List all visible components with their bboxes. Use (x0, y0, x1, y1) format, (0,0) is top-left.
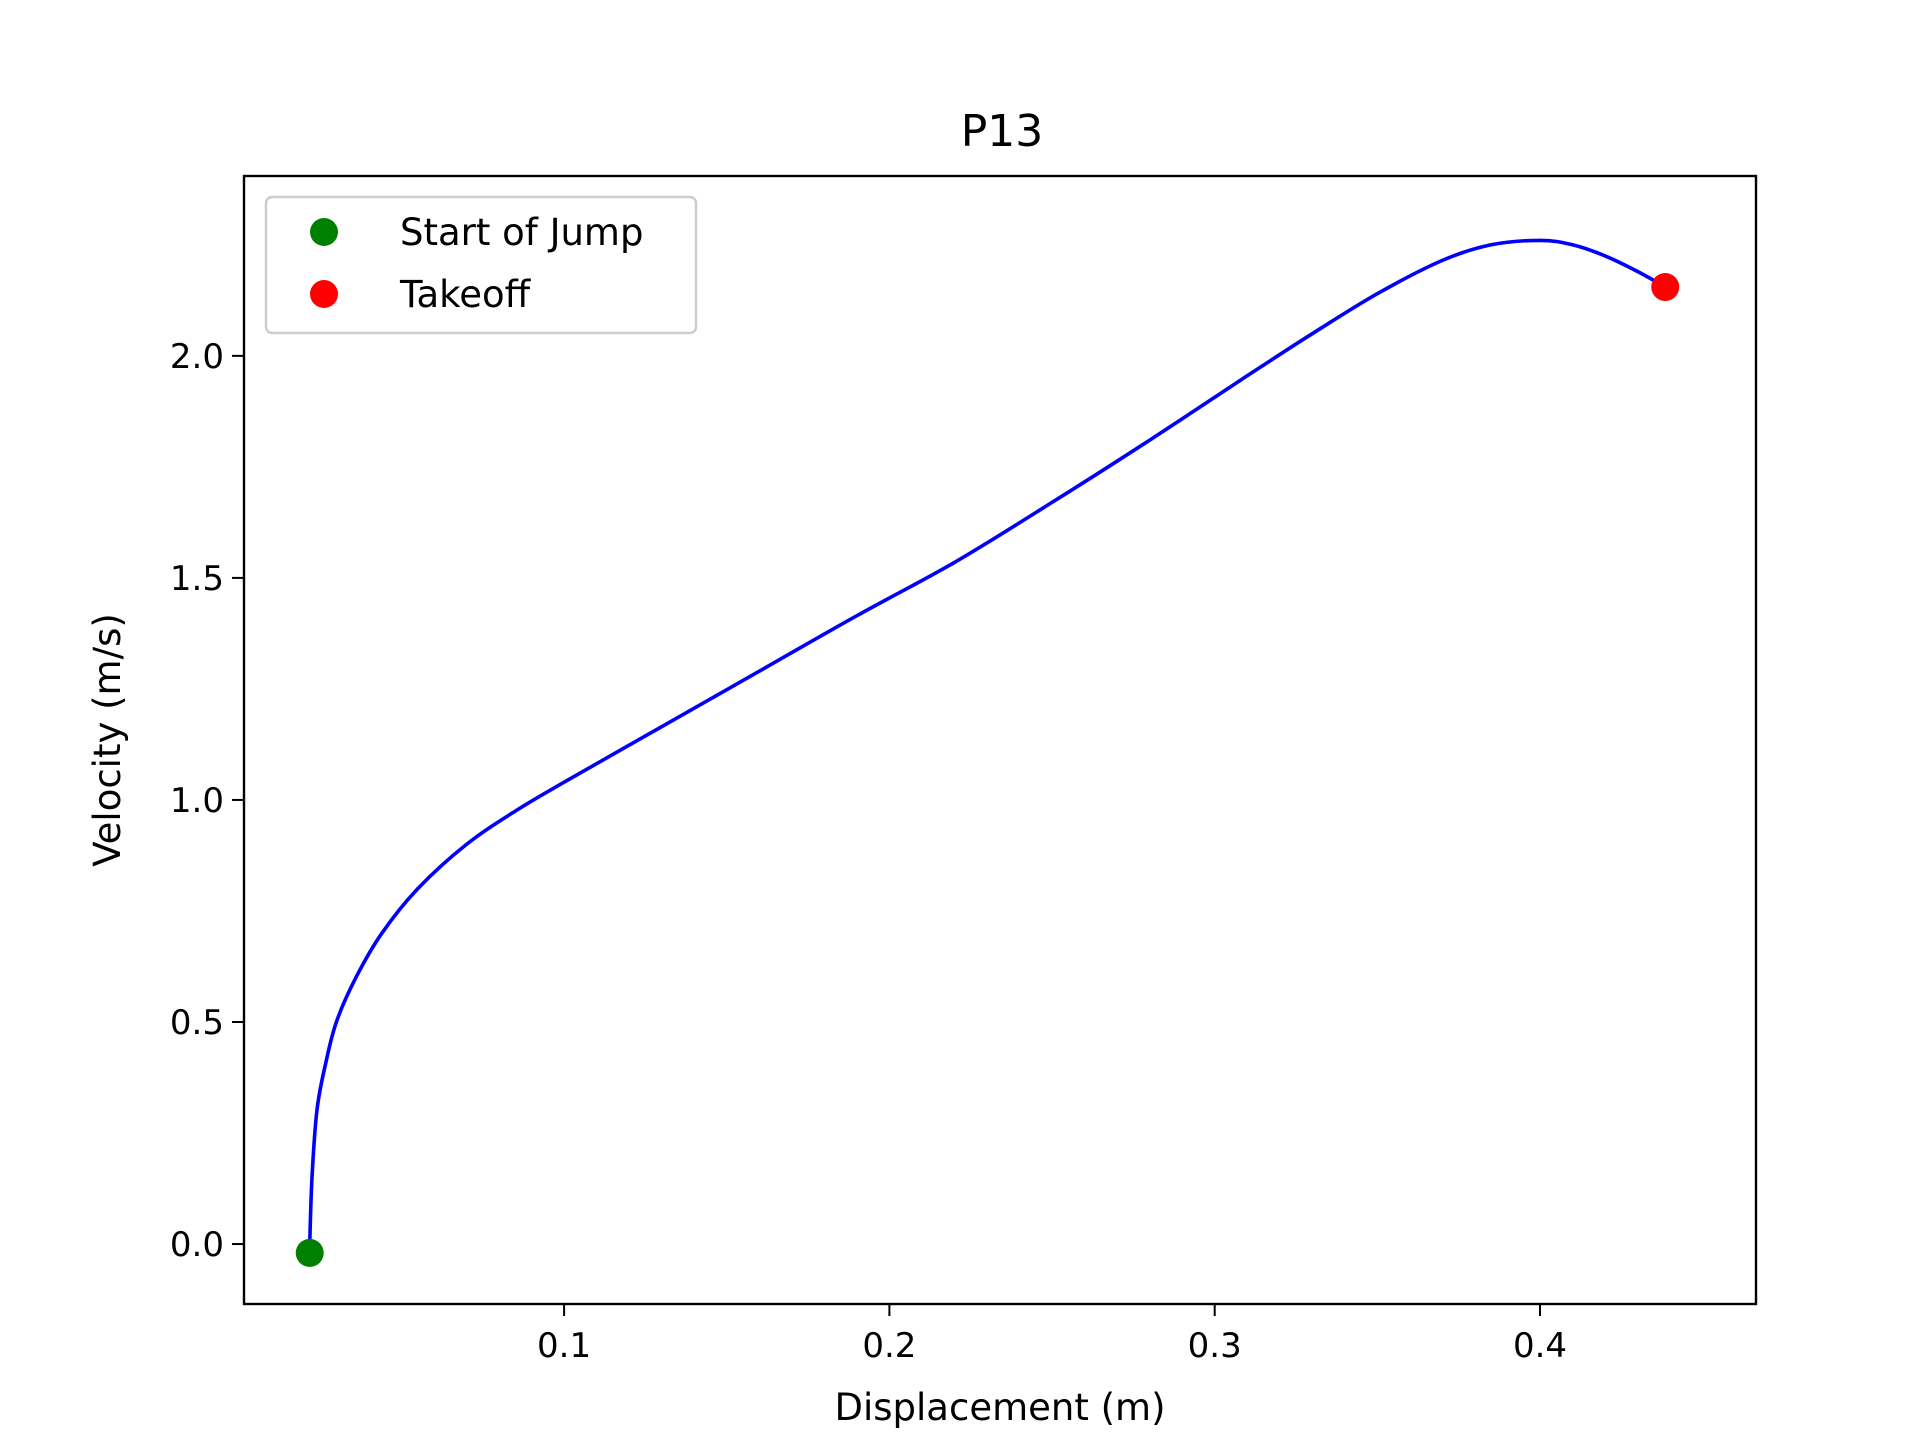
axes-frame (242, 174, 1758, 1306)
legend-takeoff-label: Takeoff (399, 273, 532, 316)
y-axis: 0.0 0.5 1.0 1.5 2.0 (170, 337, 244, 1265)
x-tick-label: 0.1 (537, 1326, 591, 1366)
y-tick-label: 1.5 (170, 559, 224, 599)
y-tick-label: 2.0 (170, 337, 224, 377)
velocity-curve (307, 238, 1667, 1246)
y-tick-label: 0.5 (170, 1003, 224, 1043)
x-tick-label: 0.4 (1513, 1326, 1567, 1366)
x-axis: 0.1 0.2 0.3 0.4 (537, 1304, 1567, 1366)
x-tick-label: 0.3 (1188, 1326, 1242, 1366)
legend-frame (264, 195, 698, 335)
legend-takeoff-marker (310, 280, 338, 308)
chart-title: P13 (961, 106, 1044, 157)
start-of-jump-marker (295, 1238, 324, 1267)
legend: Start of Jump Takeoff (264, 195, 698, 335)
y-tick-label: 1.0 (170, 781, 224, 821)
legend-start-marker (310, 218, 338, 246)
x-tick-label: 0.2 (862, 1326, 916, 1366)
x-axis-label: Displacement (m) (834, 1386, 1165, 1429)
plot-area (295, 238, 1680, 1267)
y-axis-label: Velocity (m/s) (86, 613, 129, 867)
y-tick-label: 0.0 (170, 1225, 224, 1265)
legend-start-label: Start of Jump (400, 211, 643, 254)
takeoff-marker (1651, 273, 1680, 302)
